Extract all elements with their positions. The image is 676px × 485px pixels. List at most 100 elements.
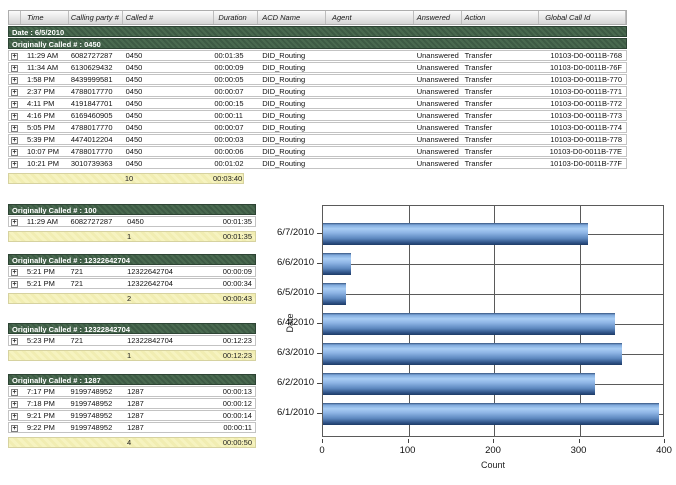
expand-cell: + — [9, 99, 21, 108]
expand-cell: + — [9, 159, 21, 168]
global-call-id-cell: 10103-D0-0011B-771 — [550, 87, 622, 96]
answered-cell: Unanswered — [416, 135, 459, 144]
called-number-cell: 0450 — [125, 123, 143, 132]
duration-cell: 00:00:05 — [214, 75, 244, 84]
called-number-cell: 0450 — [125, 51, 143, 60]
expand-cell: + — [9, 387, 21, 396]
action-cell: Transfer — [464, 147, 493, 156]
group-summary-row: 1 00:12:23 — [8, 350, 256, 361]
column-header-called[interactable]: Called # — [123, 11, 215, 24]
table-row: +11:34 AM 6130629432 0450 00:00:09 DID_Routi… — [8, 62, 627, 73]
agent-cell — [326, 135, 414, 144]
column-header-action[interactable]: Action — [462, 11, 540, 24]
expand-button[interactable]: + — [11, 101, 18, 108]
table-row: +4:16 PM 6169460905 0450 00:00:11 DID_Routin… — [8, 110, 627, 121]
column-header-answered[interactable]: Answered — [414, 11, 462, 24]
called-group-band[interactable]: Originally Called # : 100 — [8, 204, 256, 215]
column-header-duration[interactable]: Duration — [214, 11, 259, 24]
date-group-band[interactable]: Date : 6/5/2010 — [8, 26, 627, 37]
expand-button[interactable]: + — [11, 425, 18, 432]
expand-button[interactable]: + — [11, 401, 18, 408]
answered-cell: Unanswered — [416, 123, 459, 132]
duration-cell: 00:00:34 — [222, 279, 252, 288]
table-row: +10:07 PM 4788017770 0450 00:00:06 DID_Routi… — [8, 146, 627, 157]
called-group-band[interactable]: Originally Called # : 12322642704 — [8, 254, 256, 265]
answered-cell: Unanswered — [416, 87, 459, 96]
time-cell: 9:22 PM — [26, 423, 55, 432]
y-tick-label: 6/1/2010 — [277, 407, 314, 418]
expand-cell: + — [9, 267, 21, 276]
acd-name-cell: DID_Routing — [262, 99, 306, 108]
called-number-cell: 12322842704 — [127, 336, 173, 345]
global-call-id-cell: 10103-D0-0011B-773 — [550, 111, 622, 120]
duration-cell: 00:00:03 — [214, 135, 244, 144]
called-number-cell: 0450 — [125, 63, 143, 72]
x-tick-label: 400 — [656, 445, 672, 456]
called-group-band[interactable]: Originally Called # : 0450 — [8, 38, 627, 49]
expand-button[interactable]: + — [11, 161, 18, 168]
calls-by-date-chart: Date 6/7/2010 6/6/2010 6/5/2010 6/4/2010 6/3… — [270, 200, 672, 480]
global-call-id-cell: 10103-D0-0011B-774 — [550, 123, 622, 132]
duration-cell: 00:00:15 — [214, 99, 244, 108]
acd-name-cell: DID_Routing — [262, 147, 306, 156]
y-tick-label: 6/6/2010 — [277, 257, 314, 268]
agent-cell — [326, 159, 414, 168]
summary-duration: 00:00:50 — [222, 438, 253, 447]
time-cell: 5:05 PM — [26, 123, 55, 132]
column-header-agent[interactable]: Agent — [326, 11, 414, 24]
time-cell: 11:34 AM — [26, 63, 59, 72]
called-group-band[interactable]: Originally Called # : 12322842704 — [8, 323, 256, 334]
time-cell: 1:58 PM — [26, 75, 55, 84]
chart-bar — [323, 283, 347, 305]
duration-cell: 00:00:13 — [222, 387, 252, 396]
expand-button[interactable]: + — [11, 149, 18, 156]
global-call-id-cell: 10103-D0-0011B-768 — [550, 51, 622, 60]
calling-party-cell: 9199748952 — [70, 399, 113, 408]
called-number-cell: 0450 — [125, 75, 143, 84]
acd-name-cell: DID_Routing — [262, 111, 306, 120]
column-header-expand[interactable] — [9, 11, 21, 24]
table-rows: +11:29 AM 6082727287 0450 00:01:35 DID_Routi… — [8, 50, 627, 169]
column-header-acd[interactable]: ACD Name — [258, 11, 326, 24]
y-tick-mark — [317, 263, 322, 264]
time-cell: 5:39 PM — [26, 135, 55, 144]
expand-button[interactable]: + — [11, 65, 18, 72]
calling-party-cell: 721 — [70, 267, 84, 276]
y-tick-label: 6/3/2010 — [277, 347, 314, 358]
duration-cell: 00:01:35 — [222, 217, 252, 226]
agent-cell — [326, 147, 414, 156]
summary-count: 1 — [127, 351, 132, 360]
global-call-id-cell: 10103-D0-0011B-77F — [550, 159, 622, 168]
expand-button[interactable]: + — [11, 113, 18, 120]
expand-button[interactable]: + — [11, 89, 18, 96]
expand-button[interactable]: + — [11, 281, 18, 288]
table-row: +1:58 PM 8439999581 0450 00:00:05 DID_Routin… — [8, 74, 627, 85]
expand-button[interactable]: + — [11, 125, 18, 132]
gridline-horizontal — [323, 264, 663, 265]
global-call-id-cell: 10103-D0-0011B-76F — [550, 63, 622, 72]
expand-button[interactable]: + — [11, 219, 18, 226]
called-group-band[interactable]: Originally Called # : 1287 — [8, 374, 256, 385]
answered-cell: Unanswered — [416, 147, 459, 156]
y-tick-mark — [317, 233, 322, 234]
action-cell: Transfer — [464, 159, 493, 168]
table-header-row: Time Calling party # Called # Duration ACD N… — [8, 10, 627, 25]
chart-bar — [323, 343, 623, 365]
expand-button[interactable]: + — [11, 269, 18, 276]
y-tick-mark — [317, 413, 322, 414]
expand-button[interactable]: + — [11, 413, 18, 420]
group-section: Originally Called # : 12322842704 +5:23 P… — [8, 322, 256, 361]
expand-button[interactable]: + — [11, 338, 18, 345]
time-cell: 11:29 AM — [26, 51, 59, 60]
expand-button[interactable]: + — [11, 53, 18, 60]
column-header-time[interactable]: Time — [21, 11, 69, 24]
column-header-global[interactable]: Global Call Id — [539, 11, 626, 24]
expand-button[interactable]: + — [11, 77, 18, 84]
expand-button[interactable]: + — [11, 137, 18, 144]
acd-name-cell: DID_Routing — [262, 75, 306, 84]
expand-button[interactable]: + — [11, 389, 18, 396]
column-header-calling[interactable]: Calling party # — [69, 11, 123, 24]
action-cell: Transfer — [464, 135, 493, 144]
calling-party-cell: 6082727287 — [70, 51, 113, 60]
time-cell: 11:29 AM — [26, 217, 59, 226]
